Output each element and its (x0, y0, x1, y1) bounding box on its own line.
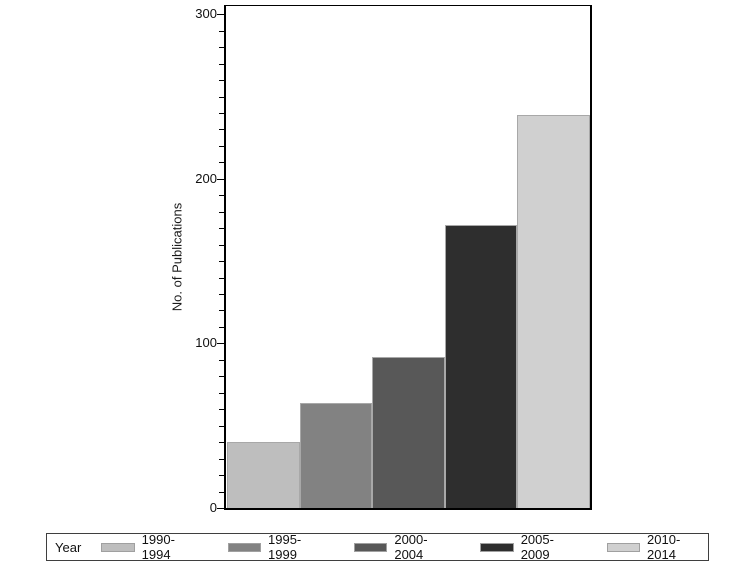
y-tick-label: 100 (195, 335, 217, 351)
y-minor-tick (219, 326, 224, 328)
y-major-tick (217, 508, 224, 509)
legend-item-2005-2009: 2005-2009 (480, 532, 581, 562)
legend-swatch (606, 542, 641, 552)
legend-label: 2000-2004 (394, 532, 428, 562)
bar-1990-1994 (227, 442, 300, 508)
y-minor-tick (219, 359, 224, 361)
legend-item-2000-2004: 2000-2004 (353, 532, 455, 562)
y-axis-title: No. of Publications (169, 202, 185, 312)
y-minor-tick (219, 425, 224, 427)
y-tick-label: 0 (209, 500, 217, 515)
y-minor-tick (219, 409, 224, 411)
legend-label: 1990-1994 (141, 532, 175, 562)
y-tick-label: 300 (195, 6, 217, 22)
y-minor-tick (219, 475, 224, 477)
legend-item-1990-1994: 1990-1994 (101, 532, 202, 562)
y-minor-tick (219, 211, 224, 213)
y-major-tick (217, 178, 224, 180)
y-minor-tick (219, 392, 224, 394)
y-minor-tick (219, 96, 224, 98)
y-minor-tick (219, 458, 224, 460)
legend-title: Year (55, 539, 82, 555)
y-minor-tick (219, 294, 224, 296)
y-minor-tick (219, 228, 224, 230)
plot-area: 0 100 200 300 (195, 5, 592, 515)
legend-swatch (227, 542, 261, 552)
bar-2000-2004 (372, 356, 445, 508)
y-tick-label: 200 (195, 170, 217, 186)
legend-swatch (101, 542, 135, 552)
legend: Year 1990-1994 1995-1999 2000-2004 2005-200… (46, 532, 709, 562)
y-minor-tick (219, 63, 224, 65)
bar-2005-2009 (444, 224, 518, 508)
y-minor-tick (219, 162, 224, 164)
y-minor-tick (219, 47, 224, 49)
bar-2010-2014 (517, 114, 590, 508)
legend-item-1995-1999: 1995-1999 (227, 532, 329, 562)
y-minor-tick (219, 195, 224, 197)
y-minor-tick (219, 244, 224, 246)
y-minor-tick (219, 112, 224, 114)
y-major-tick (217, 14, 224, 16)
y-minor-tick (219, 442, 224, 444)
y-minor-tick (219, 30, 224, 32)
y-minor-tick (219, 145, 224, 147)
legend-label: 2010-2014 (647, 532, 681, 562)
y-minor-tick (219, 80, 224, 82)
y-minor-tick (219, 129, 224, 131)
legend-label: 1995-1999 (268, 532, 302, 562)
bar-1995-1999 (299, 402, 373, 508)
y-minor-tick (219, 277, 224, 279)
legend-label: 2005-2009 (520, 532, 554, 562)
y-minor-tick (219, 310, 224, 312)
legend-items: 1990-1994 1995-1999 2000-2004 2005-2009 2010… (101, 532, 708, 562)
y-minor-tick (219, 491, 224, 493)
y-major-tick (217, 343, 224, 345)
y-minor-tick (219, 376, 224, 378)
legend-swatch (480, 542, 514, 552)
legend-item-2010-2014: 2010-2014 (606, 532, 708, 562)
y-minor-tick (219, 261, 224, 263)
legend-swatch (353, 542, 388, 552)
